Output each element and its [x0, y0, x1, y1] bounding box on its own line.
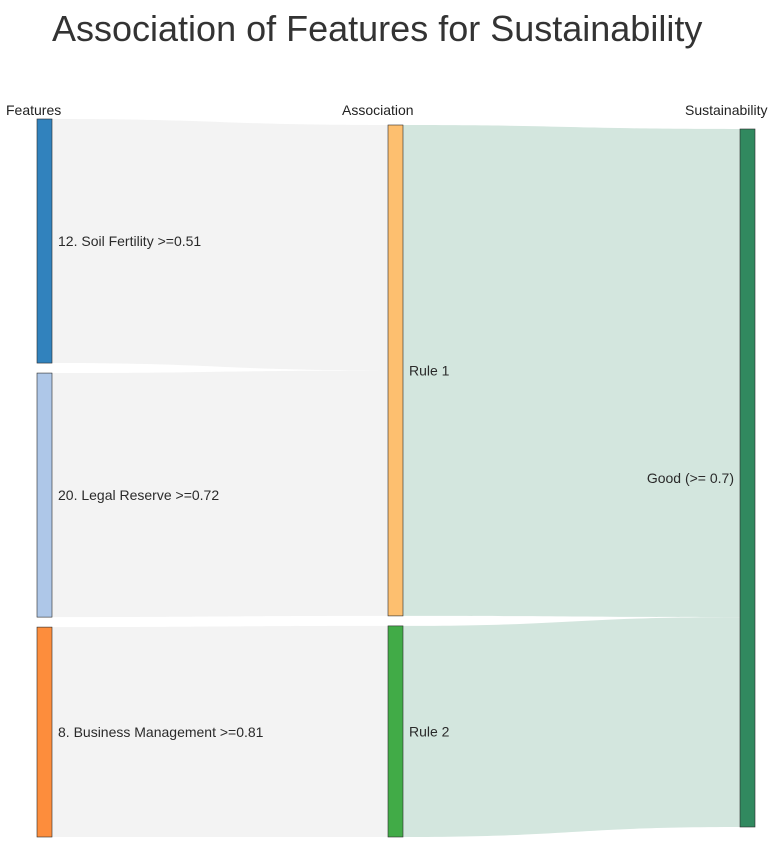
node-label-rule1: Rule 1 [409, 362, 450, 378]
link-soil-to-rule1 [52, 119, 388, 371]
links-layer [52, 119, 740, 837]
node-label-legal: 20. Legal Reserve >=0.72 [58, 487, 219, 503]
node-rule2 [387, 625, 404, 838]
node-label-soil: 12. Soil Fertility >=0.51 [58, 233, 201, 249]
column-header-features: Features [6, 102, 62, 118]
labels-layer: 12. Soil Fertility >=0.51 20. Legal Reser… [58, 233, 734, 740]
node-label-rule2: Rule 2 [409, 723, 450, 739]
link-rule2-to-good [403, 617, 740, 837]
column-header-sustainability: Sustainability [685, 102, 768, 118]
node-soil [36, 118, 53, 364]
link-business-to-rule2 [52, 625, 388, 837]
link-rule1-to-good [403, 125, 740, 618]
column-header-association: Association [342, 102, 414, 118]
nodes-layer [36, 118, 756, 838]
node-label-business: 8. Business Management >=0.81 [58, 724, 264, 740]
node-good [739, 128, 756, 828]
node-business [36, 626, 53, 838]
chart-title: Association of Features for Sustainabili… [52, 8, 703, 49]
link-legal-to-rule1 [52, 370, 388, 618]
node-legal [36, 372, 53, 618]
node-label-good: Good (>= 0.7) [647, 470, 734, 486]
node-rule1 [387, 124, 404, 617]
